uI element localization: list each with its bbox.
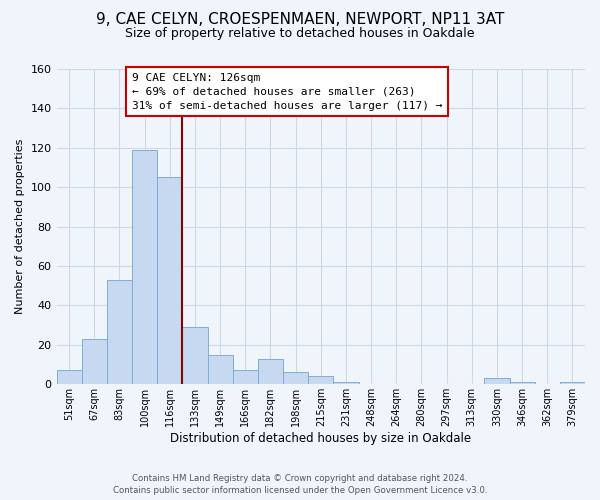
Bar xyxy=(56,370,82,384)
Bar xyxy=(509,382,535,384)
Text: Contains HM Land Registry data © Crown copyright and database right 2024.
Contai: Contains HM Land Registry data © Crown c… xyxy=(113,474,487,495)
Bar xyxy=(157,178,182,384)
Bar xyxy=(258,358,283,384)
Text: 9 CAE CELYN: 126sqm
← 69% of detached houses are smaller (263)
31% of semi-detac: 9 CAE CELYN: 126sqm ← 69% of detached ho… xyxy=(132,73,443,111)
Bar xyxy=(208,354,233,384)
Text: 9, CAE CELYN, CROESPENMAEN, NEWPORT, NP11 3AT: 9, CAE CELYN, CROESPENMAEN, NEWPORT, NP1… xyxy=(96,12,504,28)
Bar xyxy=(132,150,157,384)
Bar xyxy=(182,327,208,384)
Bar xyxy=(233,370,258,384)
Bar xyxy=(308,376,334,384)
Text: Size of property relative to detached houses in Oakdale: Size of property relative to detached ho… xyxy=(125,28,475,40)
Bar xyxy=(560,382,585,384)
Y-axis label: Number of detached properties: Number of detached properties xyxy=(15,139,25,314)
Bar xyxy=(107,280,132,384)
X-axis label: Distribution of detached houses by size in Oakdale: Distribution of detached houses by size … xyxy=(170,432,472,445)
Bar xyxy=(334,382,359,384)
Bar xyxy=(82,339,107,384)
Bar xyxy=(283,372,308,384)
Bar xyxy=(484,378,509,384)
